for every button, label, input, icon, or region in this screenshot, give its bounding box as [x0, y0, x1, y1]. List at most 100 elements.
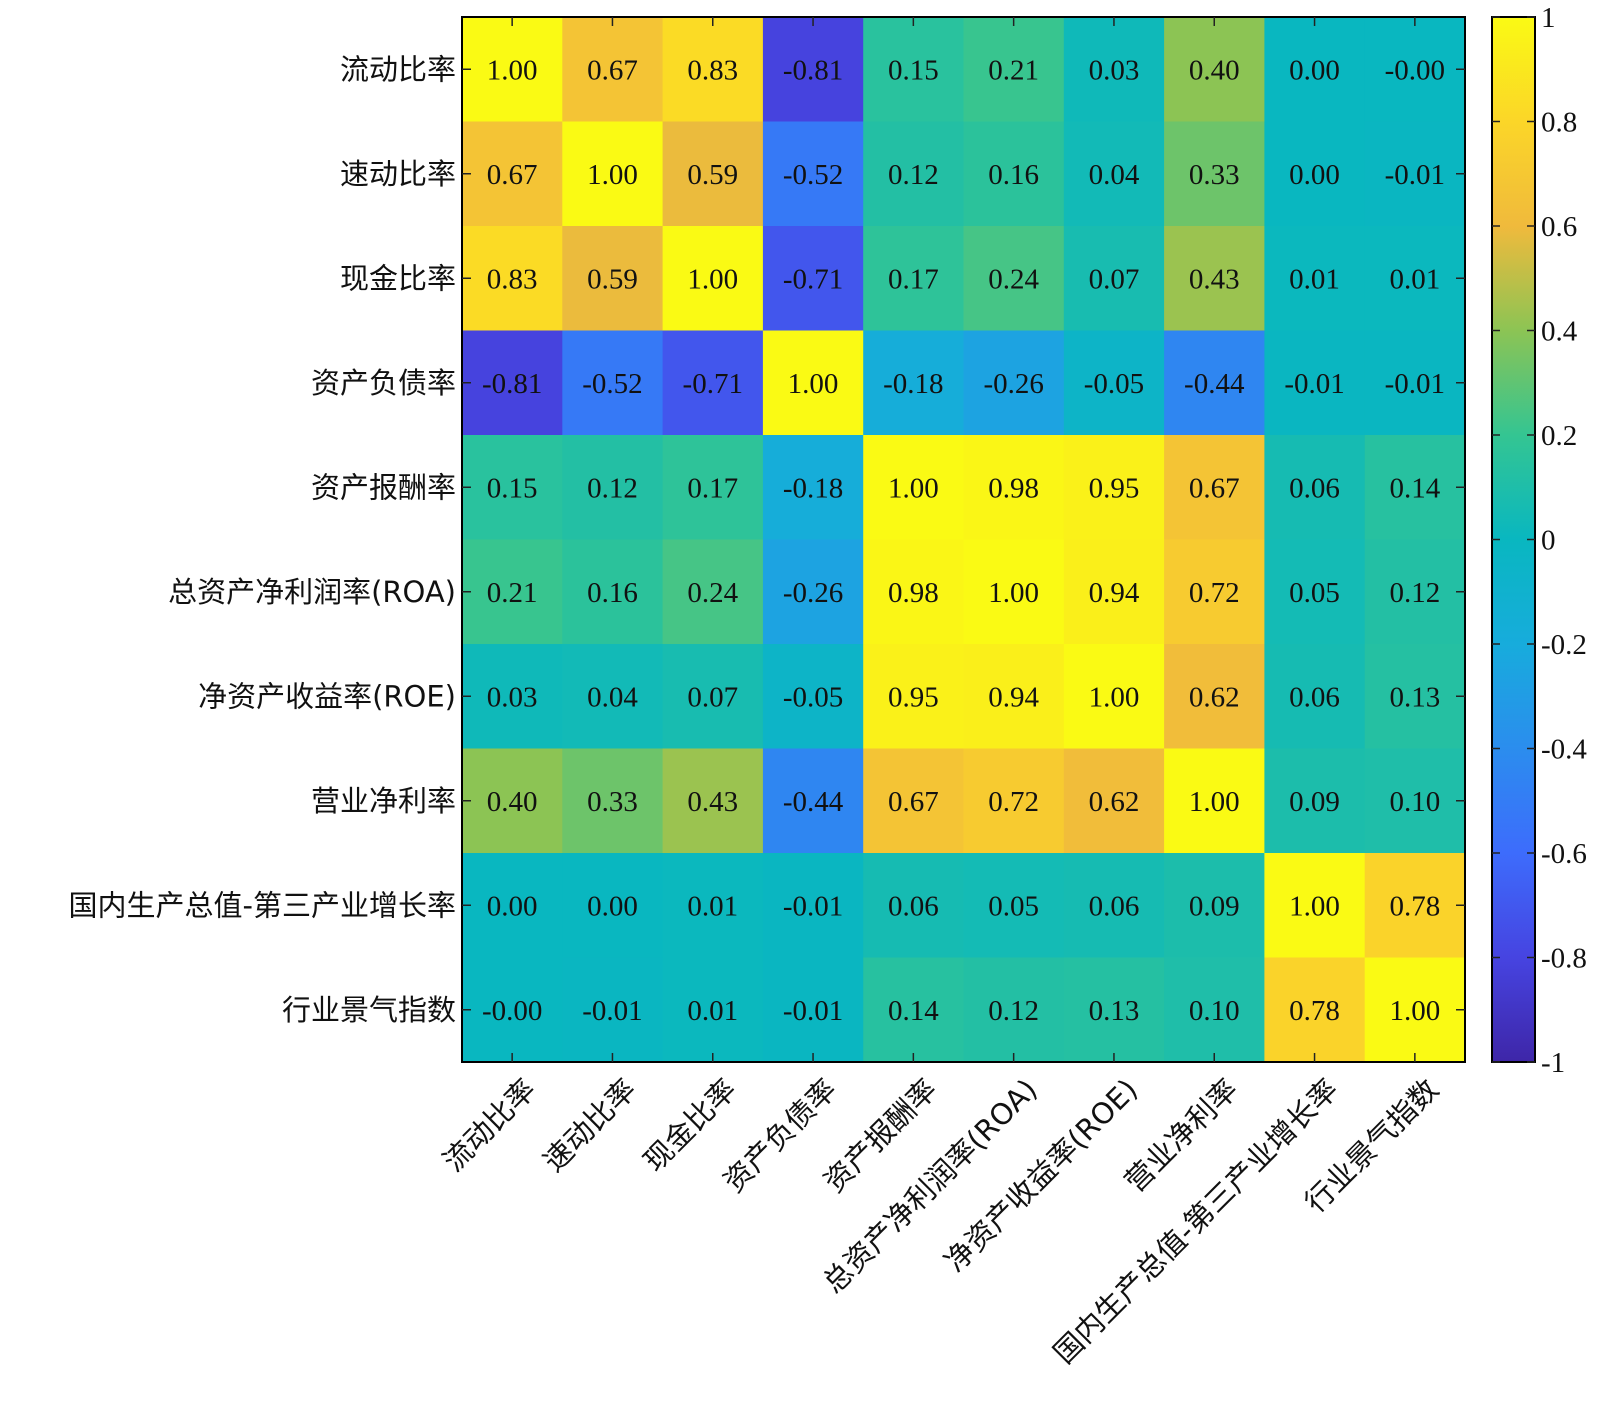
colorbar-tick-label: -0.2 [1541, 629, 1587, 661]
cell-value-label: 0.01 [1389, 263, 1440, 295]
heatmap-cell [1164, 17, 1265, 123]
cell-value-label: 0.78 [1289, 995, 1340, 1027]
cell-value-label: -0.01 [783, 890, 843, 922]
heatmap-cell [762, 435, 864, 541]
cell-value-label: 0.40 [487, 786, 538, 818]
cell-value-label: -0.05 [1084, 368, 1144, 400]
heatmap-cell [1364, 957, 1466, 1063]
cell-value-label: 0.67 [888, 786, 939, 818]
heatmap-cell [863, 748, 965, 854]
heatmap-cell [863, 435, 965, 541]
row-label: 营业净利率 [311, 784, 456, 818]
heatmap-cell [1164, 539, 1265, 645]
cell-value-label: -0.00 [482, 995, 542, 1027]
colorbar-tick-label: 0.2 [1541, 420, 1577, 452]
colorbar-tick-label: 0.4 [1541, 316, 1578, 348]
cell-value-label: 0.10 [1189, 995, 1240, 1027]
heatmap-cell [1364, 121, 1466, 227]
heatmap-cell [662, 435, 764, 541]
heatmap-cell [662, 957, 764, 1063]
row-label: 资产负债率 [311, 366, 456, 400]
cell-value-label: -0.71 [783, 263, 843, 295]
cell-value-label: 0.14 [1389, 472, 1440, 504]
heatmap-cell [1364, 435, 1466, 541]
heatmap-cell [462, 539, 563, 645]
heatmap-cell [1164, 330, 1265, 436]
heatmap-cell [762, 121, 864, 227]
heatmap-cell [963, 748, 1065, 854]
heatmap-cell-values: 1.00 0.67 0.83 -0.81 0.15 0.21 0.03 0.40 0.00 -0.… [482, 54, 1445, 1027]
heatmap-cell [562, 539, 664, 645]
cell-value-label: 0.12 [888, 159, 939, 191]
cell-value-label: -0.01 [1284, 368, 1344, 400]
cell-value-label: 0.04 [1089, 159, 1140, 191]
heatmap-cell [662, 748, 764, 854]
heatmap-cell [1364, 644, 1466, 750]
cell-value-label: 0.12 [587, 472, 638, 504]
cell-value-label: -0.01 [1385, 159, 1445, 191]
heatmap-cell [1164, 644, 1265, 750]
cell-value-label: 0.17 [687, 472, 738, 504]
heatmap-cell [1063, 121, 1165, 227]
cell-value-label: -0.81 [783, 54, 843, 86]
cell-value-label: 0.05 [988, 890, 1039, 922]
cell-value-label: 0.13 [1089, 995, 1140, 1027]
cell-value-label: 0.12 [988, 995, 1039, 1027]
cell-value-label: 0.07 [687, 681, 738, 713]
heatmap-cell [1264, 121, 1366, 227]
cell-value-label: 0.15 [487, 472, 538, 504]
heatmap-cell [1264, 853, 1366, 959]
cell-value-label: 0.03 [487, 681, 538, 713]
cell-value-label: 0.83 [687, 54, 738, 86]
heatmap-cell [662, 539, 764, 645]
cell-value-label: 0.59 [687, 159, 738, 191]
heatmap-cell [462, 853, 563, 959]
colorbar-tick-label: -1 [1541, 1047, 1565, 1079]
cell-value-label: 1.00 [1389, 995, 1440, 1027]
heatmap-cell [963, 435, 1065, 541]
heatmap-cell [1063, 853, 1165, 959]
cell-value-label: -0.81 [482, 368, 542, 400]
heatmap-cell [662, 330, 764, 436]
heatmap-cell [662, 121, 764, 227]
row-label: 行业景气指数 [282, 993, 456, 1027]
cell-value-label: -0.01 [582, 995, 642, 1027]
heatmap-cell [662, 644, 764, 750]
cell-value-label: 0.98 [988, 472, 1039, 504]
cell-value-label: 0.10 [1389, 786, 1440, 818]
heatmap-cell [462, 330, 563, 436]
cell-value-label: -0.00 [1385, 54, 1445, 86]
cell-value-label: 1.00 [1289, 890, 1340, 922]
heatmap-cell [1364, 539, 1466, 645]
heatmap-cell [1264, 748, 1366, 854]
heatmap-cell [1364, 17, 1466, 123]
heatmap-cell [1364, 330, 1466, 436]
cell-value-label: 0.06 [1289, 681, 1340, 713]
cell-value-label: 0.95 [1089, 472, 1140, 504]
cell-value-label: -0.71 [683, 368, 743, 400]
heatmap-cell [863, 226, 965, 332]
cell-value-label: 0.98 [888, 577, 939, 609]
cell-value-label: 0.17 [888, 263, 939, 295]
cell-value-label: 0.95 [888, 681, 939, 713]
cell-value-label: 0.33 [587, 786, 638, 818]
heatmap-cell [863, 957, 965, 1063]
heatmap-cell [1063, 748, 1165, 854]
cell-value-label: -0.05 [783, 681, 843, 713]
heatmap-cell [462, 644, 563, 750]
cell-value-label: -0.01 [783, 995, 843, 1027]
heatmap-cell [1364, 748, 1466, 854]
cell-value-label: 0.62 [1189, 681, 1240, 713]
heatmap-cell [963, 853, 1065, 959]
cell-value-label: 0.94 [988, 681, 1039, 713]
colorbar-tick-label: 0 [1541, 525, 1556, 557]
cell-value-label: 0.43 [1189, 263, 1240, 295]
heatmap-cell [863, 330, 965, 436]
cell-value-label: -0.26 [983, 368, 1043, 400]
heatmap-cell [1164, 435, 1265, 541]
cell-value-label: 0.59 [587, 263, 638, 295]
heatmap-cell [762, 644, 864, 750]
heatmap-cell [1164, 748, 1265, 854]
column-label: 净资产收益率(ROE) [938, 1072, 1144, 1278]
